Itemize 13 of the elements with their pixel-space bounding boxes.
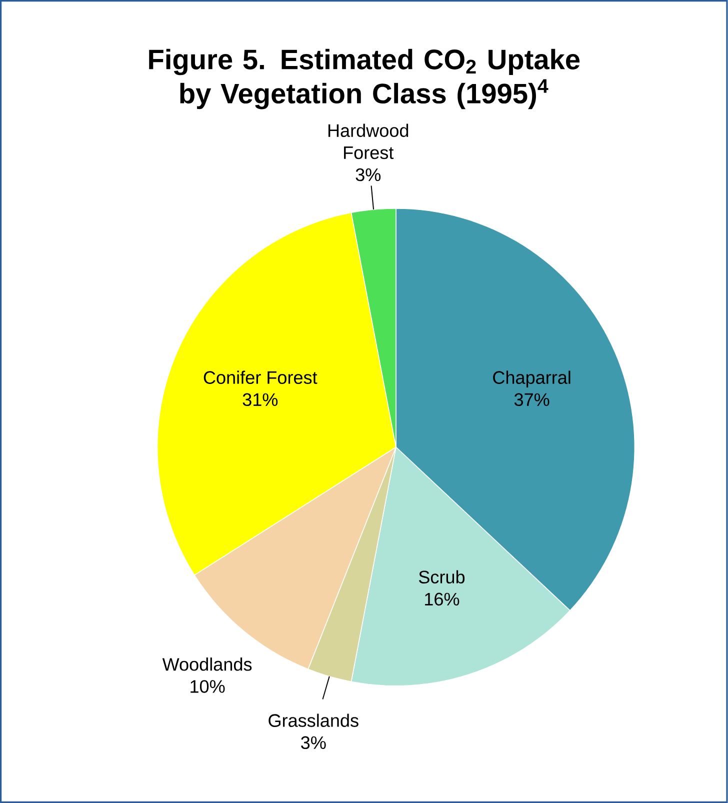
- data-label: 16%: [425, 592, 460, 606]
- data-label: 31%: [242, 393, 278, 406]
- data-label: 10%: [190, 680, 225, 693]
- data-label: 3%: [356, 168, 381, 182]
- slice-label: Woodlands: [162, 658, 252, 671]
- slice-label: Hardwood Forest: [328, 124, 408, 160]
- data-label: 37%: [514, 393, 550, 406]
- data-label: 3%: [301, 736, 326, 750]
- chart-title: Figure 5. Estimated CO$_{2}$ Uptake by Vegetation Class (1995)$^{4}$: [149, 48, 580, 110]
- slice-label: Grasslands: [268, 714, 358, 727]
- slice-label: Conifer Forest: [204, 370, 318, 384]
- slice-label: Scrub: [419, 570, 465, 584]
- slice-label: Chaparral: [493, 370, 570, 388]
